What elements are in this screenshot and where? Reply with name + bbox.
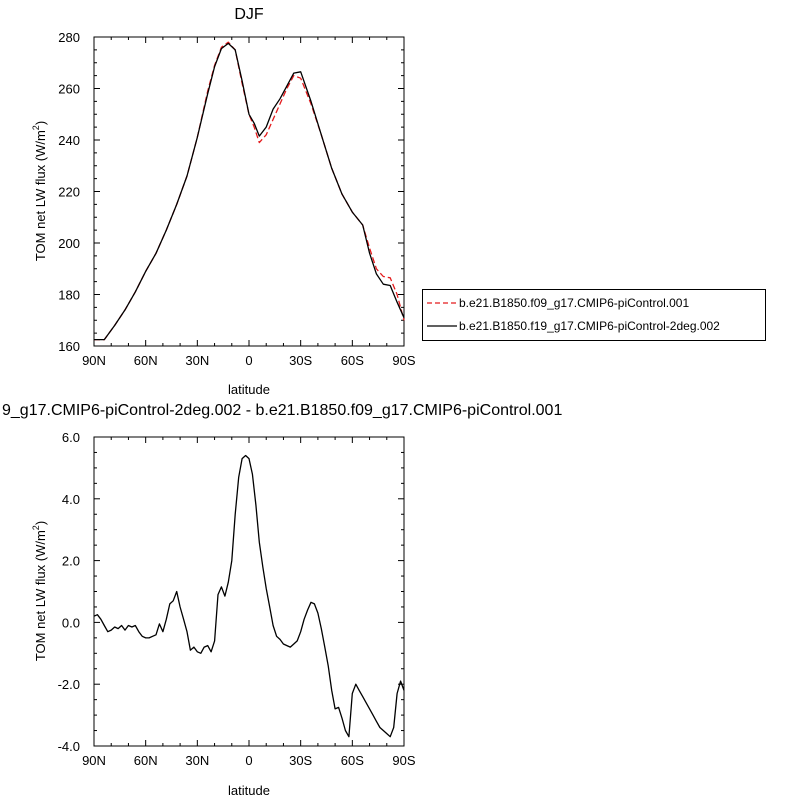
bottom-x-axis-label: latitude <box>228 783 270 798</box>
legend-dashed-line-icon <box>427 302 457 304</box>
bottom-y-tick-label: 0.0 <box>62 615 80 630</box>
top-y-tick-label: 220 <box>58 185 80 200</box>
bottom-y-tick-label: 4.0 <box>62 492 80 507</box>
top-series-line-2 <box>94 42 405 341</box>
bottom-x-tick-label: 30N <box>185 753 209 768</box>
bottom-x-tick-label: 60N <box>134 753 158 768</box>
bottom-y-tick-label: -2.0 <box>58 677 80 692</box>
legend-item-2: b.e21.B1850.f19_g17.CMIP6-piControl-2deg… <box>423 316 765 336</box>
bottom-y-tick-label: 2.0 <box>62 554 80 569</box>
bottom-plot-frame <box>93 436 405 747</box>
bottom-x-tick-label: 0 <box>245 753 252 768</box>
bottom-x-tick-label: 90N <box>82 753 106 768</box>
bottom-panel: 9_g17.CMIP6-piControl-2deg.002 - b.e21.B… <box>2 402 562 798</box>
bottom-chart-title: 9_g17.CMIP6-piControl-2deg.002 - b.e21.B… <box>2 402 562 419</box>
bottom-y-tick-label: 6.0 <box>62 430 80 445</box>
bottom-y-axis-label: TOM net LW flux (W/m2) <box>31 521 48 661</box>
legend-label-1: b.e21.B1850.f09_g17.CMIP6-piControl.001 <box>459 296 690 310</box>
top-y-tick-label: 160 <box>58 339 80 354</box>
top-x-tick-label: 60S <box>341 353 364 368</box>
top-y-tick-label: 200 <box>58 236 80 251</box>
bottom-x-tick-label: 90S <box>392 753 415 768</box>
bottom-series-line-1 <box>93 454 405 738</box>
top-y-tick-label: 280 <box>58 30 80 45</box>
top-x-tick-label: 30N <box>185 353 209 368</box>
legend-label-2: b.e21.B1850.f19_g17.CMIP6-piControl-2deg… <box>459 319 720 333</box>
top-x-tick-label: 90S <box>392 353 415 368</box>
legend: b.e21.B1850.f09_g17.CMIP6-piControl.001 … <box>422 289 766 341</box>
bottom-x-tick-label: 60S <box>341 753 364 768</box>
top-x-axis-label: latitude <box>228 382 270 397</box>
legend-solid-line-icon <box>427 325 457 327</box>
top-chart-title: DJF <box>234 6 264 23</box>
top-x-tick-label: 90N <box>82 353 106 368</box>
top-x-tick-label: 0 <box>245 353 252 368</box>
top-x-tick-label: 30S <box>289 353 312 368</box>
top-y-tick-label: 180 <box>58 288 80 303</box>
top-x-tick-label: 60N <box>134 353 158 368</box>
top-series-line-1 <box>94 41 405 341</box>
bottom-x-tick-label: 30S <box>289 753 312 768</box>
top-y-axis-label: TOM net LW flux (W/m2) <box>31 121 48 261</box>
top-y-tick-label: 260 <box>58 82 80 97</box>
top-panel: DJF latitude TOM net LW flux (W/m2) 90N 6… <box>31 6 416 397</box>
top-plot-frame <box>93 36 405 347</box>
top-y-tick-label: 240 <box>58 133 80 148</box>
bottom-y-tick-label: -4.0 <box>58 739 80 754</box>
legend-item-1: b.e21.B1850.f09_g17.CMIP6-piControl.001 <box>423 293 765 313</box>
